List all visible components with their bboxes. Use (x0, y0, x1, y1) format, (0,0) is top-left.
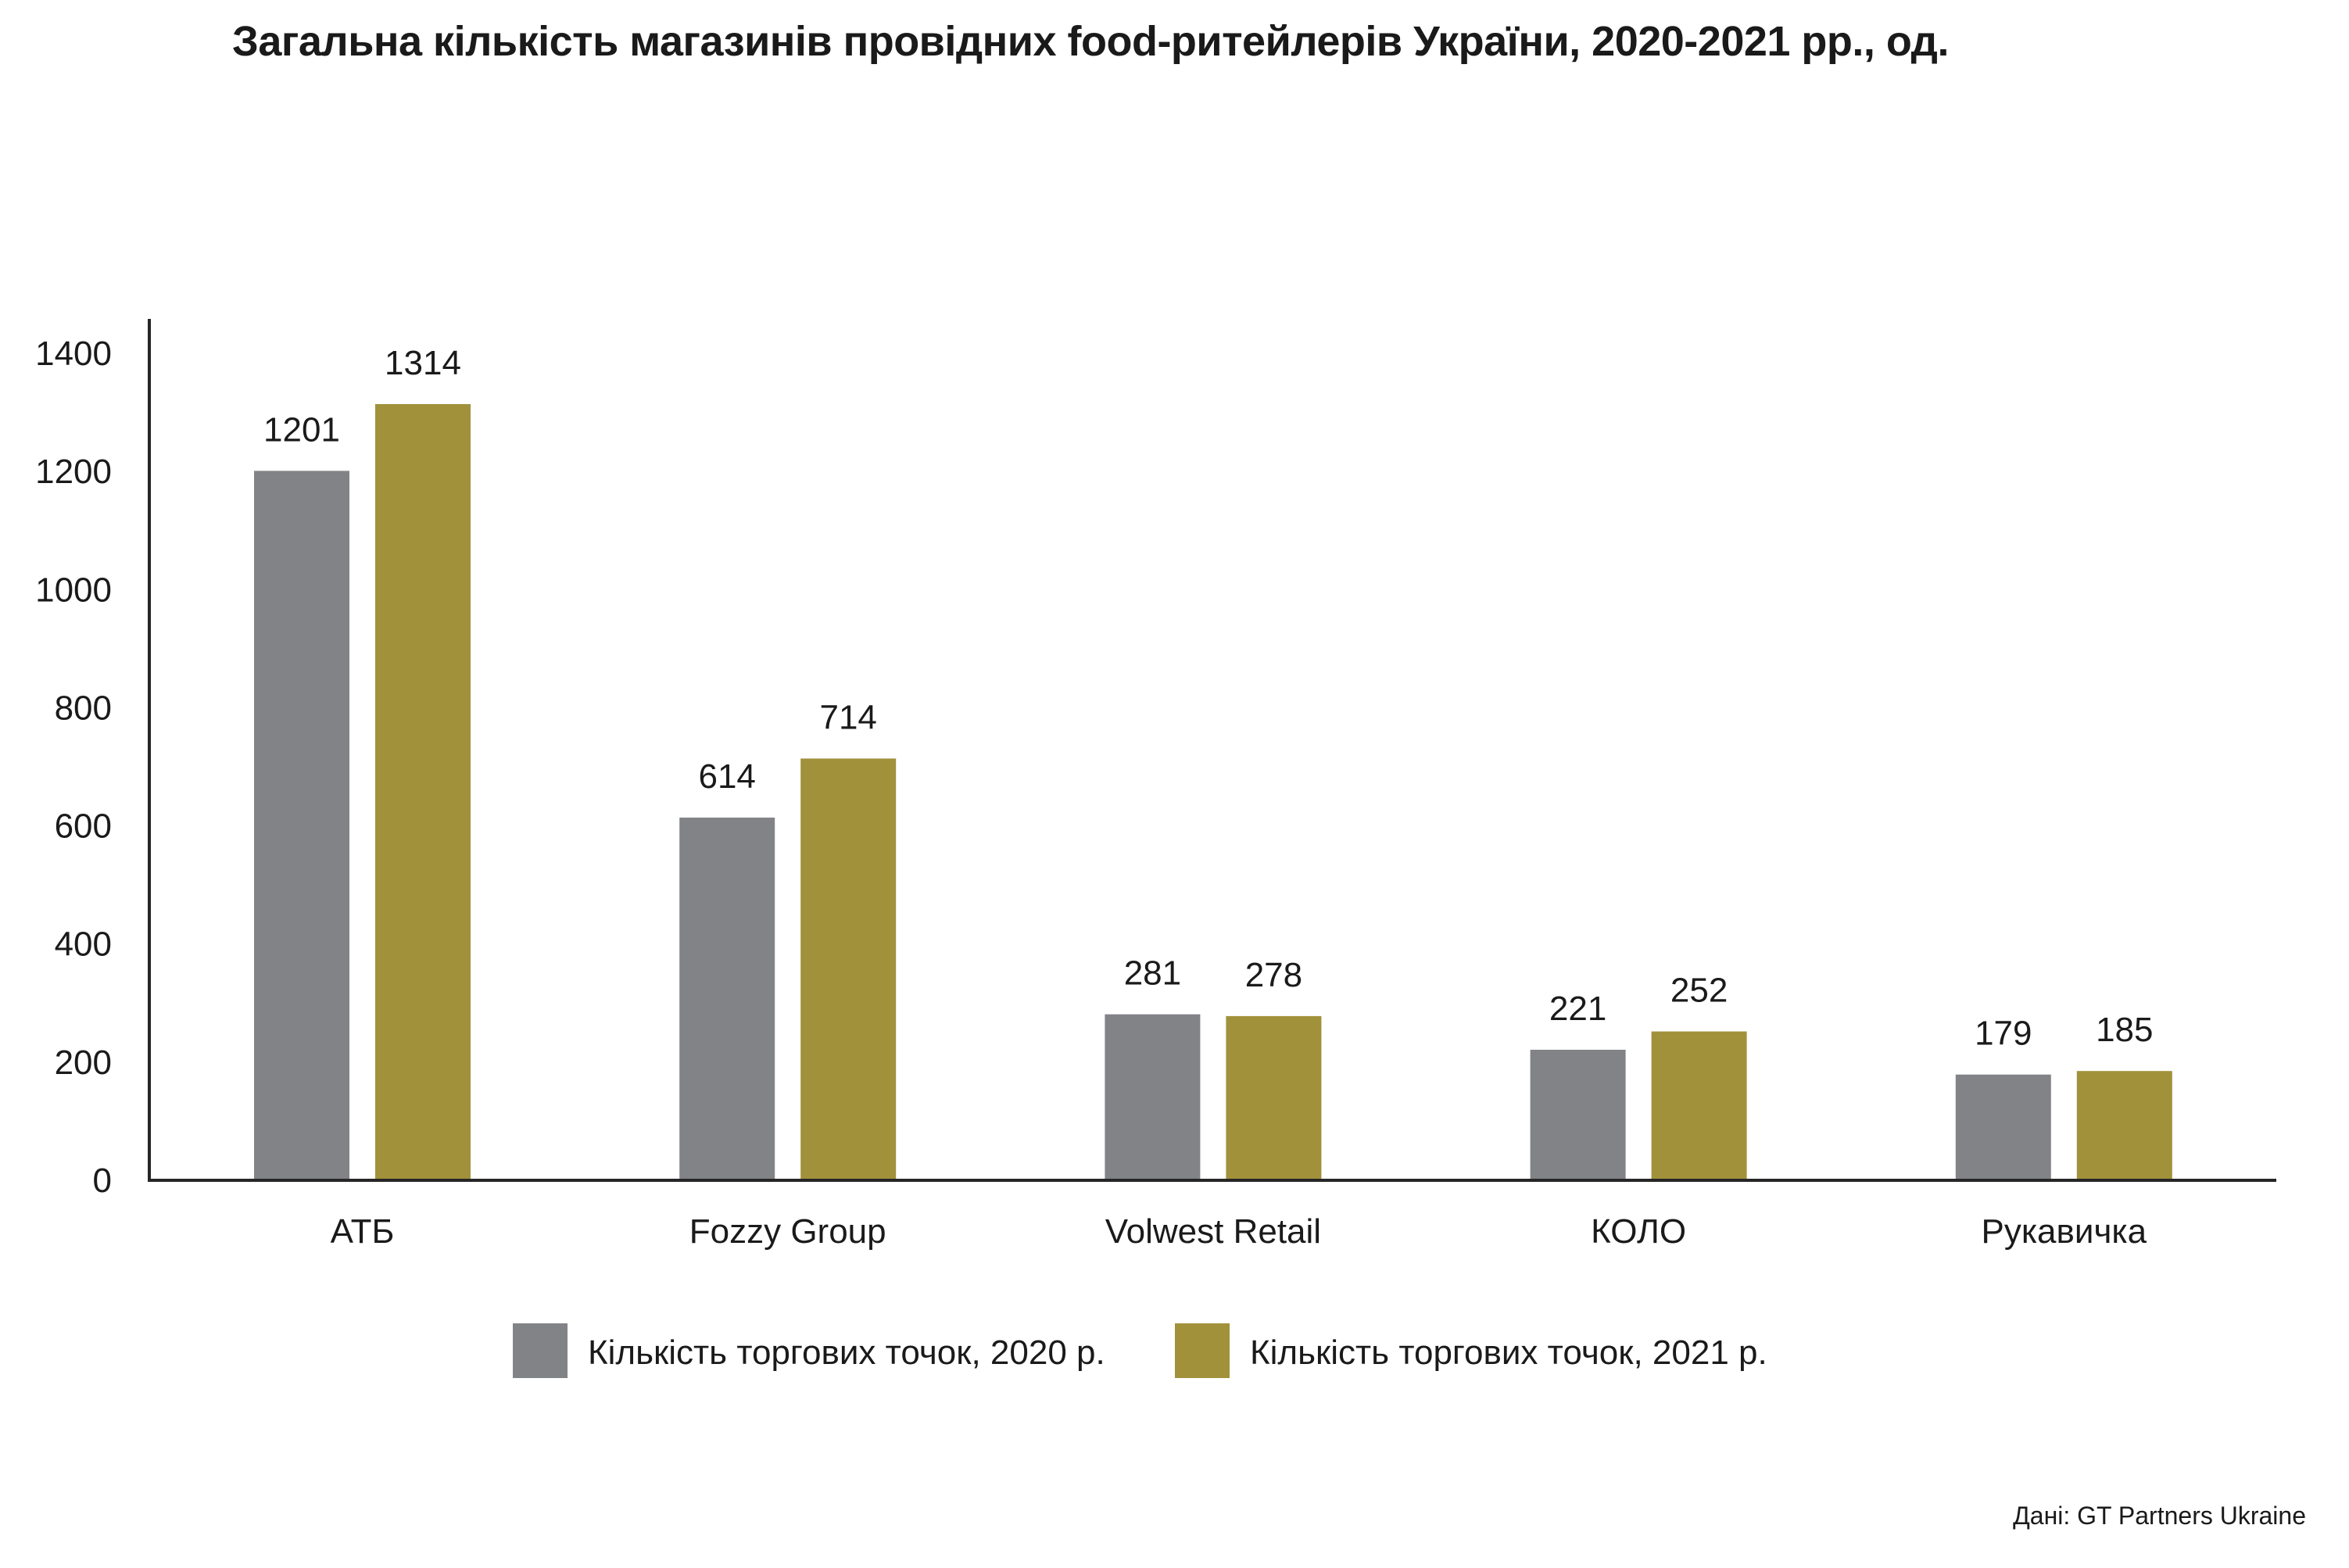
y-tick-label: 600 (55, 807, 112, 846)
bar-2020 (1105, 1014, 1201, 1180)
bar-2021 (800, 758, 897, 1180)
source-note: Дані: GT Partners Ukraine (2013, 1502, 2306, 1530)
x-tick-label: Рукавичка (1981, 1212, 2147, 1251)
y-tick-label: 1200 (35, 453, 112, 491)
legend-label: Кількість торгових точок, 2021 р. (1250, 1334, 1767, 1372)
chart-title: Загальна кількість магазинів провідних f… (232, 18, 1949, 65)
x-axis-category-labels: АТБ Fozzy Group Volwest Retail КОЛО Рукавичк… (331, 1212, 2147, 1251)
y-axis-ticks: 0 200 400 600 800 1000 1200 1400 (35, 335, 112, 1200)
y-tick-label: 1400 (35, 335, 112, 373)
bar-2021 (2076, 1071, 2172, 1180)
legend-label: Кількість торгових точок, 2020 р. (588, 1334, 1105, 1372)
data-label: 221 (1549, 990, 1606, 1028)
y-tick-label: 400 (55, 925, 112, 964)
data-label: 185 (2096, 1011, 2153, 1049)
data-label: 281 (1124, 954, 1181, 993)
legend-swatch (513, 1323, 568, 1378)
y-tick-label: 800 (55, 689, 112, 727)
data-label: 1201 (263, 410, 340, 449)
data-label: 1314 (385, 344, 461, 382)
x-tick-label: КОЛО (1591, 1212, 1686, 1251)
bar-2021 (375, 403, 471, 1180)
bar-2021 (1226, 1015, 1322, 1180)
bar-2020 (1530, 1049, 1626, 1180)
x-tick-label: АТБ (331, 1212, 395, 1251)
y-tick-label: 0 (93, 1162, 112, 1200)
bar-2020 (1955, 1074, 2051, 1180)
y-tick-label: 1000 (35, 571, 112, 609)
bar-2021 (1651, 1031, 1747, 1180)
bar-2020 (679, 817, 775, 1180)
bars (254, 403, 2172, 1180)
value-labels: 1201 1314 614 714 281 278 221 252 179 185 (263, 344, 2153, 1053)
data-label: 278 (1245, 956, 1302, 994)
data-label: 714 (819, 698, 876, 736)
data-label: 614 (698, 757, 755, 796)
data-label: 252 (1670, 972, 1728, 1010)
legend-swatch (1175, 1323, 1230, 1378)
x-tick-label: Fozzy Group (689, 1212, 886, 1251)
bar-2020 (254, 471, 349, 1180)
data-label: 179 (1975, 1015, 2032, 1053)
x-tick-label: Volwest Retail (1105, 1212, 1321, 1251)
y-tick-label: 200 (55, 1044, 112, 1082)
legend: Кількість торгових точок, 2020 р. Кількіс… (513, 1323, 1767, 1378)
